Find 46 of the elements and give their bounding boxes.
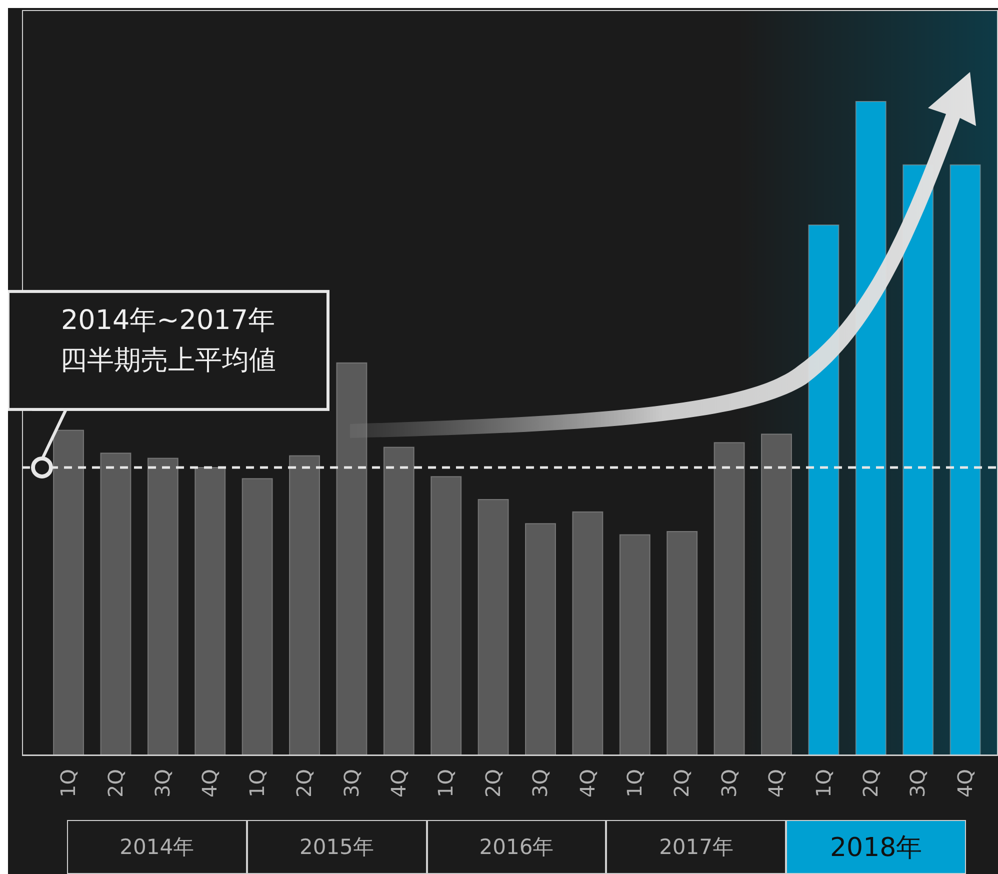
x-tick-label: 4Q — [764, 769, 788, 798]
bar — [53, 430, 84, 755]
x-tick-label: 4Q — [575, 769, 600, 798]
text: 2015年 — [246, 820, 427, 874]
bar — [666, 531, 698, 755]
text: 2017年 — [606, 820, 786, 874]
x-tick-label: 3Q — [906, 769, 930, 798]
bar — [289, 455, 320, 755]
bar — [760, 434, 792, 755]
x-tick-label: 2Q — [670, 769, 694, 798]
bar — [619, 534, 650, 755]
x-tick-label: 1Q — [811, 769, 836, 798]
text: 2016年 — [426, 820, 606, 874]
x-tick-label: 2Q — [103, 769, 128, 798]
bar — [242, 478, 273, 755]
bar — [147, 458, 178, 755]
bar — [430, 476, 462, 755]
x-tick-label: 2Q — [480, 769, 505, 798]
bar — [336, 362, 368, 755]
x-tick-label: 3Q — [150, 769, 175, 798]
text: 2018年 — [786, 820, 966, 874]
text: 2014年 — [67, 820, 247, 874]
bar — [808, 224, 840, 755]
x-tick-label: 4Q — [952, 769, 977, 798]
x-tick-label: 3Q — [716, 769, 741, 798]
bar — [100, 452, 132, 755]
bar — [855, 100, 886, 755]
bar — [525, 523, 556, 755]
bar — [950, 164, 981, 755]
x-tick-label: 2Q — [858, 769, 882, 798]
bar — [714, 442, 745, 755]
x-tick-label: 4Q — [198, 769, 222, 798]
x-tick-label: 1Q — [244, 769, 269, 798]
x-tick-label: 1Q — [622, 769, 646, 798]
x-tick-label: 1Q — [56, 769, 80, 798]
x-tick-label: 1Q — [434, 769, 458, 798]
x-tick-label: 4Q — [386, 769, 411, 798]
bar — [383, 446, 414, 755]
bar — [902, 164, 934, 755]
ref-line-label: 2014年~2017年四半期売上平均値 — [59, 304, 277, 378]
x-tick-label: 3Q — [528, 769, 552, 798]
x-tick-label: 2Q — [292, 769, 316, 798]
x-tick-label: 3Q — [339, 769, 364, 798]
bar — [478, 498, 509, 755]
bar — [194, 466, 226, 755]
bar — [572, 511, 604, 755]
